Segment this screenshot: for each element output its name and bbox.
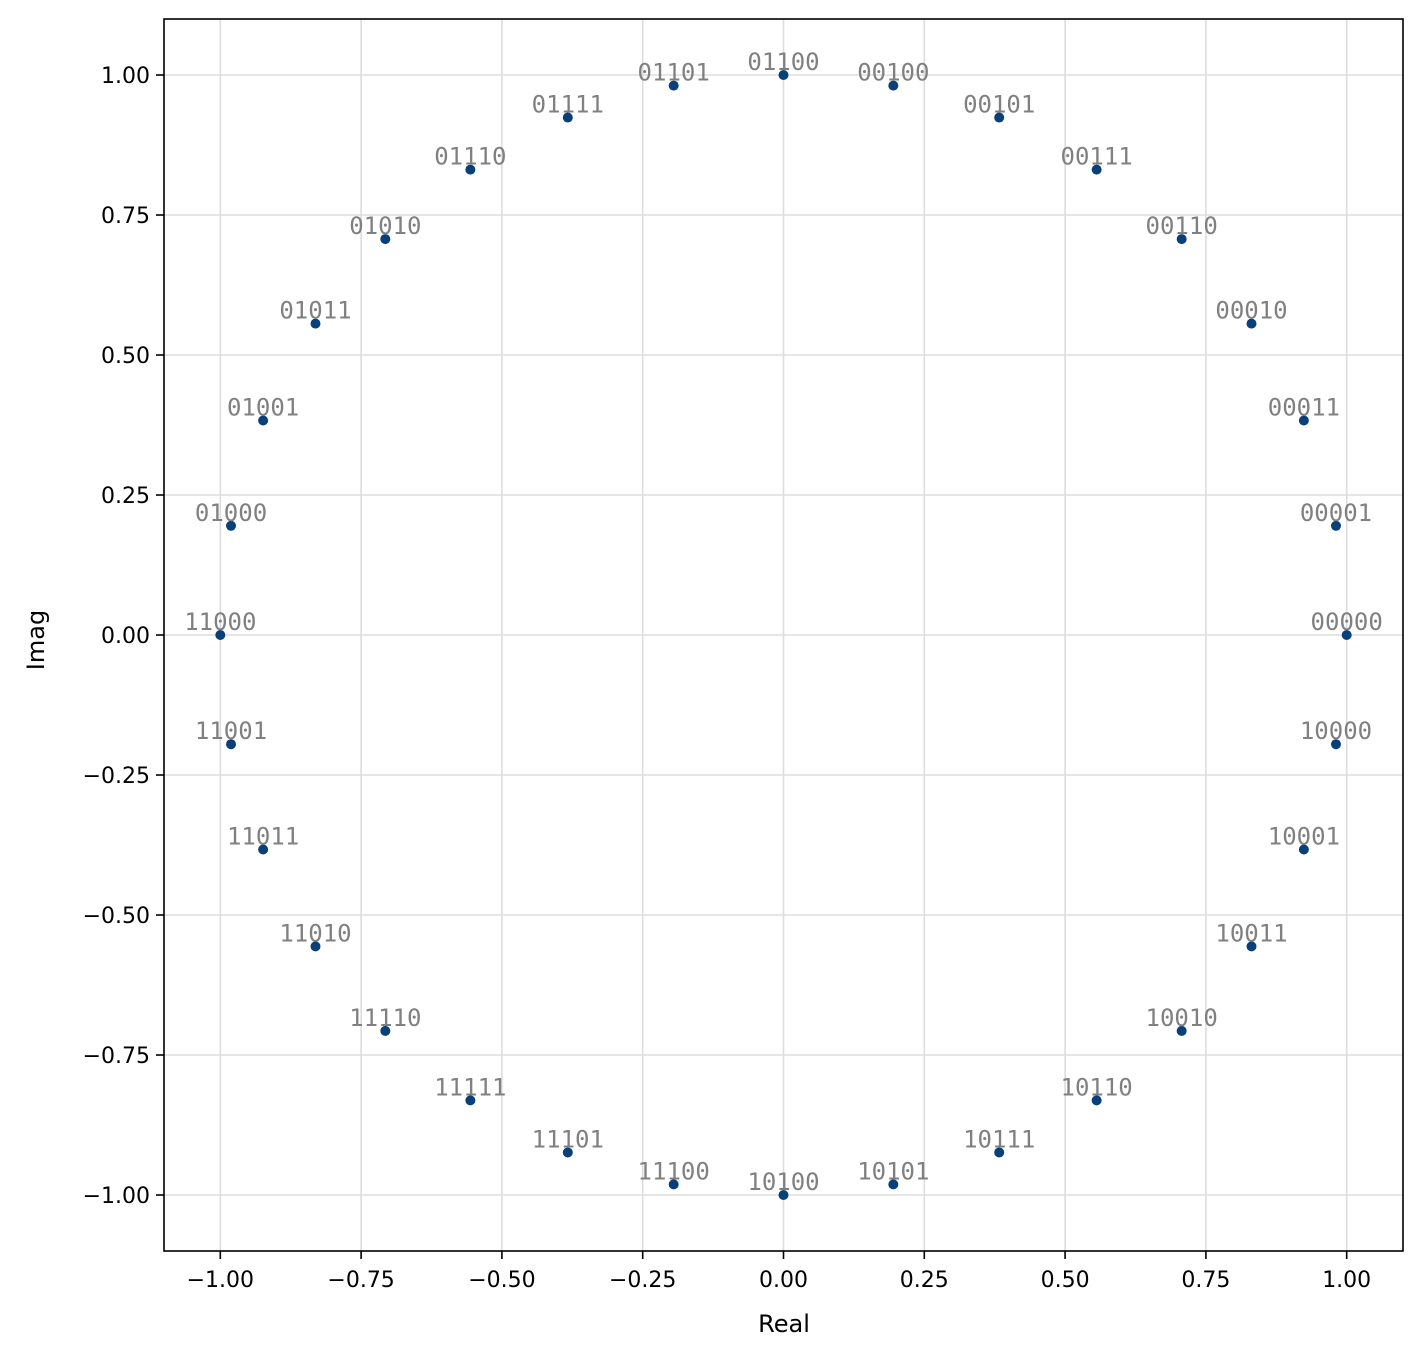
x-tick-label: 0.75 xyxy=(1181,1268,1230,1293)
constellation-point xyxy=(310,941,321,952)
y-tick-label: 0.50 xyxy=(101,344,150,369)
point-label: 11100 xyxy=(638,1157,710,1185)
point-label: 00110 xyxy=(1146,212,1218,240)
x-tick-label: 0.25 xyxy=(900,1268,949,1293)
constellation-point xyxy=(888,80,899,91)
y-tick-label: −0.50 xyxy=(83,904,150,929)
constellation-point xyxy=(465,164,476,175)
constellation-point xyxy=(562,112,573,123)
constellation-point xyxy=(258,844,269,855)
constellation-point xyxy=(258,415,269,426)
constellation-point xyxy=(226,739,237,750)
constellation-point xyxy=(994,112,1005,123)
x-tick-label: 1.00 xyxy=(1322,1268,1371,1293)
y-tick-label: 0.75 xyxy=(101,204,150,229)
constellation-point xyxy=(310,318,321,329)
constellation-point xyxy=(778,70,789,80)
y-tick-label: −0.75 xyxy=(83,1044,150,1069)
constellation-point xyxy=(1091,1095,1102,1106)
y-tick-label: −0.25 xyxy=(83,764,150,789)
point-label: 10000 xyxy=(1300,717,1372,745)
points: 00000 00001 00011 00010 00110 00111 00101 00100… xyxy=(184,48,1383,1200)
point-label: 10101 xyxy=(857,1157,929,1185)
point-label: 10100 xyxy=(747,1168,819,1196)
x-tick-label: −0.75 xyxy=(327,1268,394,1293)
constellation-point xyxy=(1246,941,1257,952)
constellation-point xyxy=(668,1179,679,1190)
y-tick-label: 1.00 xyxy=(101,64,150,89)
x-axis-label: Real xyxy=(758,1310,810,1338)
point-label: 00001 xyxy=(1300,499,1372,527)
constellation-point xyxy=(380,234,391,245)
x-tick-label: −1.00 xyxy=(187,1268,254,1293)
x-tick-label: 0.50 xyxy=(1041,1268,1090,1293)
point-label: 01010 xyxy=(349,212,421,240)
y-axis-label: Imag xyxy=(22,610,50,670)
point-label: 10010 xyxy=(1146,1004,1218,1032)
point-label: 11001 xyxy=(195,717,267,745)
constellation-point xyxy=(380,1025,391,1036)
constellation-point xyxy=(1091,164,1102,175)
constellation-point xyxy=(1176,234,1187,245)
constellation-point xyxy=(465,1095,476,1106)
constellation-point xyxy=(226,520,237,531)
ticks: −1.00 −0.75 −0.50 −0.25 0.00 0.25 0.50 0.75 1.00… xyxy=(83,64,1372,1293)
point-label: 11101 xyxy=(532,1125,604,1153)
point-label: 10110 xyxy=(1061,1073,1133,1101)
constellation-point xyxy=(1341,630,1352,640)
point-label: 01110 xyxy=(434,143,506,171)
point-label: 11000 xyxy=(184,608,256,636)
constellation-point xyxy=(1298,844,1309,855)
x-tick-label: −0.25 xyxy=(609,1268,676,1293)
constellation-point xyxy=(778,1190,789,1200)
x-tick-label: 0.00 xyxy=(759,1268,808,1293)
constellation-point xyxy=(1330,520,1341,531)
point-label: 01011 xyxy=(279,297,351,325)
point-label: 01100 xyxy=(747,48,819,76)
point-label: 00100 xyxy=(857,59,929,87)
constellation-point xyxy=(668,80,679,91)
constellation-point xyxy=(215,630,226,640)
y-tick-label: 0.25 xyxy=(101,484,150,509)
y-tick-label: −1.00 xyxy=(83,1184,150,1209)
x-tick-label: −0.50 xyxy=(468,1268,535,1293)
point-label: 10111 xyxy=(963,1125,1035,1153)
point-label: 11010 xyxy=(279,919,351,947)
point-label: 01001 xyxy=(227,394,299,422)
constellation-point xyxy=(888,1179,899,1190)
point-label: 11110 xyxy=(349,1004,421,1032)
y-tick-label: 0.00 xyxy=(101,624,150,649)
constellation-point xyxy=(1246,318,1257,329)
constellation-point xyxy=(1298,415,1309,426)
point-label: 10011 xyxy=(1215,919,1287,947)
point-label: 00111 xyxy=(1061,143,1133,171)
point-label: 00010 xyxy=(1215,297,1287,325)
point-label: 11011 xyxy=(227,822,299,850)
point-label: 00011 xyxy=(1268,394,1340,422)
point-label: 00000 xyxy=(1311,608,1383,636)
constellation-point xyxy=(994,1147,1005,1158)
plot-frame xyxy=(163,18,1404,1252)
point-label: 01111 xyxy=(532,91,604,119)
constellation-point xyxy=(1330,739,1341,750)
constellation-point xyxy=(562,1147,573,1158)
constellation-point xyxy=(1176,1025,1187,1036)
point-label: 00101 xyxy=(963,91,1035,119)
point-label: 10001 xyxy=(1268,822,1340,850)
point-label: 11111 xyxy=(434,1073,506,1101)
point-label: 01000 xyxy=(195,499,267,527)
point-label: 01101 xyxy=(638,59,710,87)
